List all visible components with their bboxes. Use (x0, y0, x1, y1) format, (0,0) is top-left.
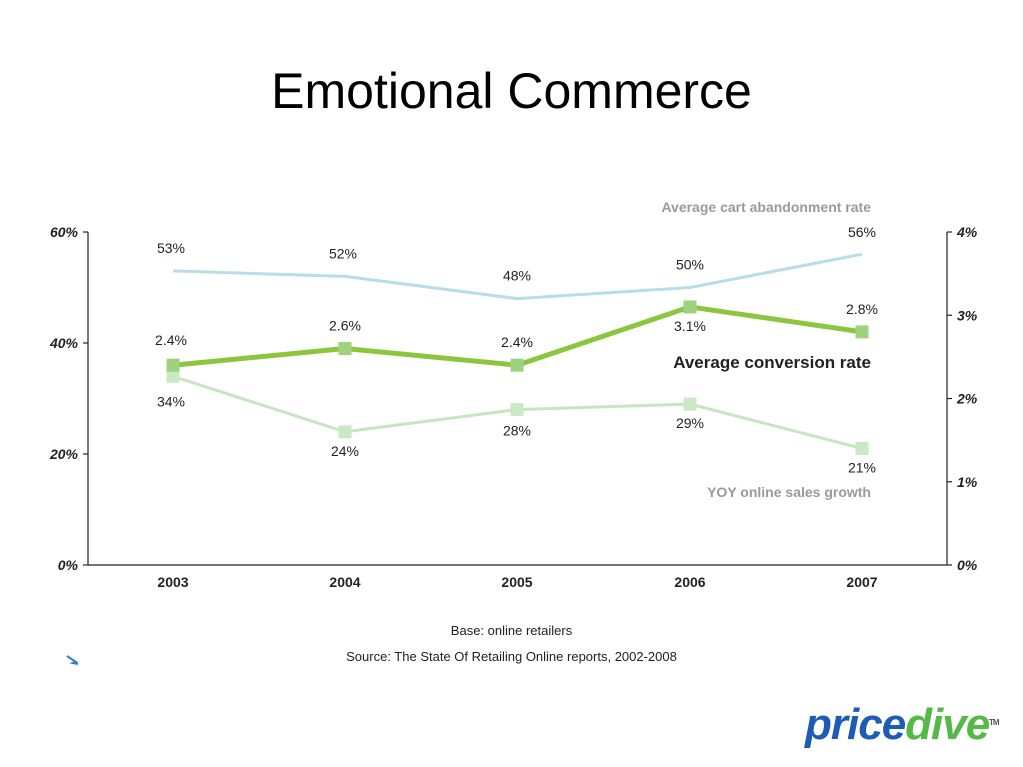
right-tick-label: 2% (956, 391, 978, 407)
right-tick-label: 1% (957, 474, 978, 490)
x-tick-label: 2007 (846, 574, 877, 590)
slide-title: Emotional Commerce (271, 63, 752, 119)
data-label-abandonment: 52% (329, 245, 357, 261)
data-label-yoy: 28% (503, 423, 531, 439)
data-labels: 53% 52% 48% 50% 56% 34% 24% 28% 29% 21% 2.4% 2.6% 2.… (155, 224, 878, 475)
x-axis-ticks: 2003 2004 2005 2006 2007 (157, 574, 877, 590)
left-tick-label: 60% (50, 224, 79, 240)
data-point-yoy (338, 425, 352, 439)
x-tick-label: 2004 (329, 574, 360, 590)
series-markers (166, 300, 869, 455)
series-name-abandonment: Average cart abandonment rate (661, 199, 871, 215)
pricedive-logo: pricedive TM (805, 700, 1000, 750)
data-point-yoy (855, 441, 869, 455)
data-label-conversion: 2.8% (846, 301, 878, 317)
data-label-yoy: 29% (676, 415, 704, 431)
right-axis-ticks: 0% 1% 2% 3% 4% (947, 224, 978, 573)
data-label-abandonment: 56% (848, 224, 876, 240)
data-label-abandonment: 53% (157, 240, 185, 256)
data-label-abandonment: 48% (503, 268, 531, 284)
data-label-abandonment: 50% (676, 257, 704, 273)
data-point-yoy (510, 403, 524, 417)
logo-tm: TM (989, 718, 1000, 727)
series-line-abandonment (172, 252, 863, 301)
left-tick-label: 0% (58, 557, 79, 573)
data-label-yoy: 34% (157, 393, 185, 409)
base-note: Base: online retailers (450, 623, 573, 638)
right-tick-label: 4% (956, 224, 978, 240)
left-tick-label: 40% (49, 335, 79, 351)
right-tick-label: 0% (957, 557, 978, 573)
x-tick-label: 2003 (157, 574, 188, 590)
data-point-yoy (166, 369, 180, 383)
series-name-labels: Average cart abandonment rate YOY online … (661, 199, 871, 500)
data-label-yoy: 21% (848, 459, 876, 475)
data-label-conversion: 2.4% (501, 334, 533, 350)
source-note: Source: The State Of Retailing Online re… (346, 649, 677, 664)
series-name-conversion: Average conversion rate (673, 353, 871, 372)
data-point-conversion (338, 342, 352, 356)
data-label-conversion: 2.4% (155, 332, 187, 348)
data-label-yoy: 24% (331, 443, 359, 459)
logo-part-1: price (805, 700, 906, 749)
left-tick-label: 20% (49, 446, 79, 462)
data-label-conversion: 3.1% (674, 318, 706, 334)
data-point-conversion (166, 358, 180, 372)
data-label-conversion: 2.6% (329, 318, 361, 334)
x-tick-label: 2006 (674, 574, 705, 590)
data-point-conversion (683, 300, 697, 314)
data-point-conversion (855, 325, 869, 339)
data-point-yoy (683, 397, 697, 411)
left-axis-ticks: 0% 20% 40% 60% (49, 224, 88, 573)
right-tick-label: 3% (957, 307, 978, 323)
data-point-conversion (510, 358, 524, 372)
series-name-yoy: YOY online sales growth (707, 484, 871, 500)
logo-part-2: dive (905, 700, 990, 749)
x-tick-label: 2005 (501, 574, 532, 590)
pointer-icon (66, 655, 79, 665)
